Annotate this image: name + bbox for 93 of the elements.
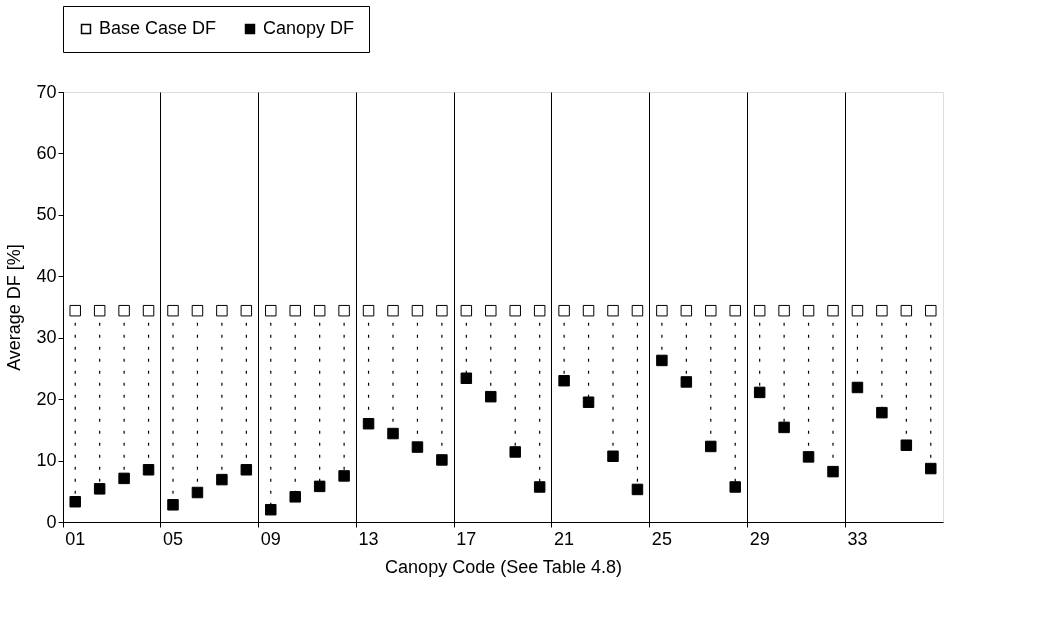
point [705,440,717,453]
point [362,417,375,430]
point [167,499,179,511]
point [216,304,228,317]
point [216,473,228,486]
point [436,304,448,317]
point [582,304,595,317]
point [631,483,644,496]
point [485,304,497,317]
point [460,372,473,384]
point [240,304,253,317]
point [558,374,570,387]
point [729,481,741,493]
point [338,304,350,317]
point [802,451,815,463]
point [93,483,106,495]
point [313,480,326,493]
point [900,304,913,317]
x-tick-label: 29 [749,528,770,549]
legend-label: Base Case DF [99,18,217,38]
point [460,304,473,317]
point [265,304,277,317]
point [485,390,497,403]
point [778,304,790,317]
point [509,304,521,317]
point [142,464,155,476]
y-tick-label: 10 [36,450,57,471]
point [69,304,81,317]
point [705,304,717,317]
y-tick-label: 30 [36,327,57,348]
point [925,304,937,317]
point [827,304,839,317]
y-tick-label: 70 [36,81,57,102]
point [607,304,619,317]
point [656,354,668,367]
point [753,304,766,317]
point [925,462,937,475]
point [338,470,350,482]
point [680,304,693,317]
point [876,304,888,317]
x-tick-label: 09 [260,528,281,549]
y-tick-label: 20 [36,388,57,409]
point [362,304,375,317]
point [387,427,399,440]
point [509,446,521,458]
point [265,503,277,516]
point [802,304,815,317]
point [753,386,766,399]
point [680,376,693,388]
x-tick-label: 17 [456,528,477,549]
x-tick-label: 01 [65,528,86,549]
point [656,304,668,317]
point [533,481,546,493]
point [729,304,741,317]
x-tick-label: 05 [162,528,184,549]
point [900,439,913,451]
y-tick-label: 40 [36,265,57,286]
y-tick-label: 0 [46,511,57,532]
x-tick-label: 13 [358,528,379,549]
point [851,381,864,394]
point [142,304,155,317]
point [240,464,253,476]
point [191,304,204,317]
point [558,304,570,317]
point [436,454,448,466]
point [118,472,130,485]
point [313,304,326,317]
legend-label: Canopy DF [263,18,355,38]
point [289,304,301,317]
x-tick-label: 21 [554,528,575,549]
y-axis-title: Average DF [%] [4,244,25,371]
y-tick-label: 60 [36,142,57,163]
point [411,304,424,317]
point [93,304,106,317]
point [118,304,130,317]
point [778,421,790,434]
point [411,441,424,453]
point [582,396,595,408]
x-tick-label: 25 [651,528,672,549]
point [167,304,179,317]
point [876,406,888,419]
x-axis-title: Canopy Code (See Table 4.8) [385,556,622,577]
point [607,450,619,463]
point [851,304,864,317]
point [289,491,301,503]
point [533,304,546,317]
point [191,486,204,499]
point [827,465,839,478]
point [69,495,81,508]
point [631,304,644,317]
y-tick-label: 50 [36,204,57,225]
point [387,304,399,317]
x-tick-label: 33 [847,528,868,549]
